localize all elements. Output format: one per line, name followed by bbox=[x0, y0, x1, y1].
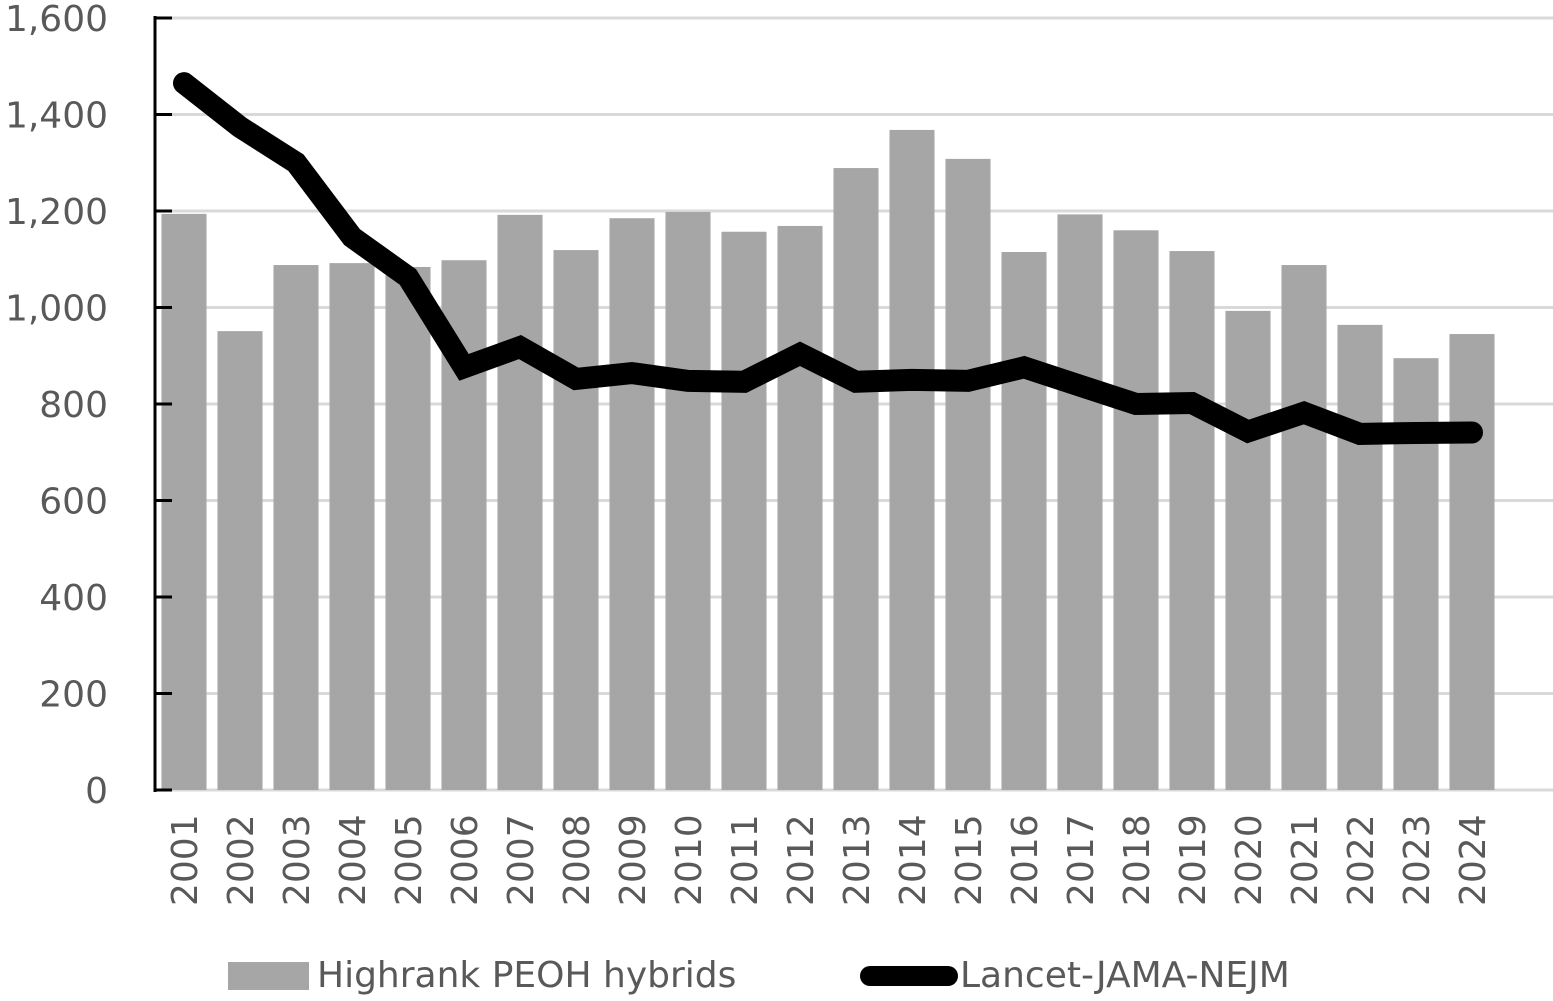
x-tick-label: 2011 bbox=[725, 814, 766, 906]
bar-2013 bbox=[833, 168, 879, 790]
y-tick-label: 400 bbox=[39, 578, 108, 619]
x-tick-label: 2020 bbox=[1229, 814, 1270, 906]
x-tick-label: 2024 bbox=[1453, 814, 1494, 906]
y-tick-label: 600 bbox=[39, 482, 108, 523]
x-axis: 2001 2002 2003 2004 2005 2006 2007 2008 2009 2010… bbox=[165, 814, 1494, 906]
bar-2017 bbox=[1057, 214, 1103, 790]
bar-2010 bbox=[665, 211, 711, 791]
y-tick-label: 200 bbox=[39, 675, 108, 716]
x-tick-label: 2008 bbox=[557, 814, 598, 906]
bar-2018 bbox=[1113, 230, 1159, 791]
x-tick-label: 2017 bbox=[1061, 814, 1102, 906]
x-tick-label: 2016 bbox=[1005, 814, 1046, 906]
legend-item-highrank-peoh-hybrids: Highrank PEOH hybrids bbox=[228, 950, 736, 1001]
x-tick-label: 2005 bbox=[389, 814, 430, 906]
x-tick-label: 2010 bbox=[669, 814, 710, 906]
legend-swatch-line bbox=[860, 965, 958, 986]
line-series-lancet-jama-nejm bbox=[173, 72, 1483, 445]
bar-2021 bbox=[1281, 265, 1327, 790]
bar-2024 bbox=[1449, 334, 1495, 790]
y-tick-label: 1,000 bbox=[5, 289, 108, 330]
bar-2020 bbox=[1225, 310, 1271, 790]
legend-label: Highrank PEOH hybrids bbox=[317, 955, 737, 996]
x-tick-label: 2018 bbox=[1117, 814, 1158, 906]
x-tick-label: 2013 bbox=[837, 814, 878, 906]
x-tick-label: 2012 bbox=[781, 814, 822, 906]
bar-2004 bbox=[329, 263, 375, 790]
x-tick-label: 2023 bbox=[1397, 814, 1438, 906]
bar-2016 bbox=[1001, 252, 1047, 790]
bar-2005 bbox=[385, 266, 431, 791]
legend: Highrank PEOH hybrids Lancet-JAMA-NEJM bbox=[0, 950, 1553, 1001]
legend-item-lancet-jama-nejm: Lancet-JAMA-NEJM bbox=[860, 950, 1290, 1001]
legend-label: Lancet-JAMA-NEJM bbox=[960, 955, 1290, 996]
bar-2003 bbox=[273, 265, 319, 790]
legend-swatch-bar bbox=[228, 961, 309, 990]
x-tick-label: 2004 bbox=[333, 814, 374, 906]
bar-2007 bbox=[497, 214, 543, 791]
y-tick-label: 800 bbox=[39, 385, 108, 426]
x-tick-label: 2022 bbox=[1341, 814, 1382, 906]
y-axis: 0 200 400 600 800 1,000 1,200 1,400 1,600 bbox=[5, 0, 172, 812]
x-tick-label: 2021 bbox=[1285, 814, 1326, 906]
x-tick-label: 2019 bbox=[1173, 814, 1214, 906]
x-tick-label: 2015 bbox=[949, 814, 990, 906]
y-tick-label: 1,600 bbox=[5, 0, 108, 40]
line-path bbox=[173, 72, 1483, 445]
bar-2008 bbox=[553, 250, 599, 790]
bar-2022 bbox=[1337, 324, 1383, 790]
bar-2011 bbox=[721, 231, 767, 790]
y-tick-label: 1,400 bbox=[5, 96, 108, 137]
bar-2009 bbox=[609, 218, 655, 791]
x-tick-label: 2007 bbox=[501, 814, 542, 906]
bar-2019 bbox=[1169, 251, 1215, 791]
bar-2002 bbox=[217, 331, 263, 790]
x-tick-label: 2009 bbox=[613, 814, 654, 906]
y-tick-label: 1,200 bbox=[5, 192, 108, 233]
y-tick-label: 0 bbox=[85, 771, 108, 812]
x-tick-label: 2003 bbox=[277, 814, 318, 906]
bar-2012 bbox=[777, 225, 823, 790]
bar-2015 bbox=[945, 158, 991, 790]
bar-series-highrank-peoh-hybrids bbox=[161, 129, 1495, 791]
x-tick-label: 2006 bbox=[445, 814, 486, 906]
bar-2014 bbox=[889, 129, 935, 790]
x-tick-label: 2002 bbox=[221, 814, 262, 906]
x-tick-label: 2014 bbox=[893, 814, 934, 906]
x-tick-label: 2001 bbox=[165, 814, 206, 906]
